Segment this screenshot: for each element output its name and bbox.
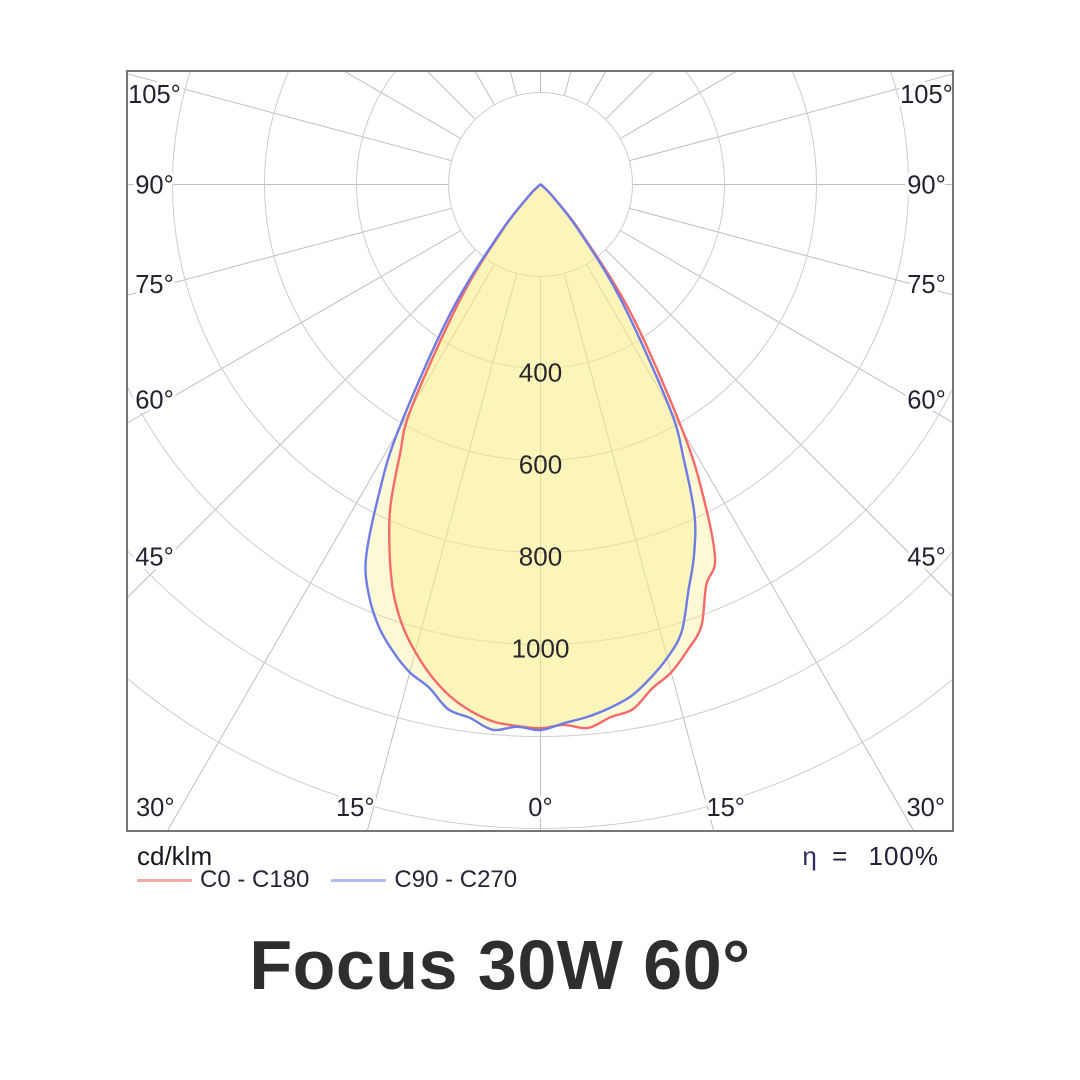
- legend-item-c0-c180: C0 - C180: [137, 866, 309, 894]
- beam-curve-c0-c180: [387, 183, 717, 730]
- angle-label: 30°: [136, 794, 175, 822]
- polar-grid-ray: [344, 72, 462, 139]
- polar-grid-ray: [605, 72, 654, 120]
- polar-grid-ray: [629, 207, 952, 296]
- ring-value-label: 1000: [512, 634, 570, 664]
- angle-label: 30°: [906, 794, 945, 822]
- polar-grid-ray: [619, 72, 737, 139]
- angle-label: 90°: [135, 172, 174, 200]
- polar-grid-ring: [128, 386, 952, 645]
- polar-grid-ring: [264, 72, 817, 461]
- polar-grid-ring: [128, 550, 952, 737]
- eta-equals: =: [832, 841, 849, 871]
- polar-grid-ray: [128, 249, 476, 598]
- plot-border: [126, 70, 954, 832]
- ring-value-label: 600: [519, 450, 562, 480]
- ring-value-label: 800: [519, 542, 562, 572]
- photometric-polar-chart: 400 600 800 1000 105° 90° 75° 60° 45° 30° 15° 0° 15°…: [126, 70, 954, 832]
- beam-curve-c90-c270: [364, 183, 697, 732]
- polar-grid-ray: [427, 72, 476, 120]
- polar-grid-ring: [356, 72, 725, 369]
- polar-grid-ray: [563, 72, 572, 96]
- angle-label: 90°: [907, 172, 946, 200]
- legend-label-c0-c180: C0 - C180: [200, 866, 310, 893]
- eta-symbol: η: [802, 841, 818, 871]
- polar-grid-ray: [605, 249, 952, 597]
- plot-area: 400 600 800 1000: [128, 72, 952, 830]
- angle-label: 60°: [135, 386, 174, 414]
- angle-label: 105°: [128, 81, 181, 109]
- polar-grid-ray: [509, 72, 518, 96]
- polar-grid-ray: [629, 73, 952, 162]
- angle-label: 75°: [907, 271, 946, 299]
- angle-label: 0°: [528, 794, 552, 822]
- polar-grid-ray: [619, 230, 952, 423]
- eta-value: 100%: [868, 841, 939, 871]
- angle-label: 45°: [135, 544, 174, 572]
- polar-grid-ray: [563, 273, 714, 830]
- polar-grid-ring: [448, 92, 633, 277]
- angle-label: 75°: [135, 271, 174, 299]
- legend-swatch-c0-c180: [137, 878, 192, 882]
- legend: C0 - C180 C90 - C270: [137, 866, 517, 894]
- legend-swatch-c90-c270: [331, 878, 387, 882]
- legend-label-c90-c270: C90 - C270: [394, 866, 518, 893]
- polar-grid-ray: [367, 273, 518, 830]
- angle-label: 45°: [907, 544, 946, 572]
- efficiency-readout: η = 100%: [802, 841, 939, 872]
- polar-grid-ray: [167, 263, 495, 830]
- polar-grid-ray: [586, 263, 914, 830]
- radial-unit-label: cd/klm: [137, 841, 213, 871]
- ring-value-label: 400: [519, 358, 562, 388]
- polar-grid-ring: [128, 678, 952, 829]
- polar-grid-ring: [172, 72, 909, 553]
- angle-label: 105°: [900, 81, 953, 109]
- polar-grid-ray: [128, 207, 452, 296]
- polar-grid-ray: [128, 230, 462, 424]
- page-title: Focus 30W 60°: [249, 926, 751, 1004]
- angle-label: 15°: [706, 794, 745, 822]
- angle-label: 15°: [336, 794, 375, 822]
- angle-label: 60°: [907, 386, 946, 414]
- legend-item-c90-c270: C90 - C270: [331, 866, 517, 894]
- polar-grid-ray: [128, 73, 452, 162]
